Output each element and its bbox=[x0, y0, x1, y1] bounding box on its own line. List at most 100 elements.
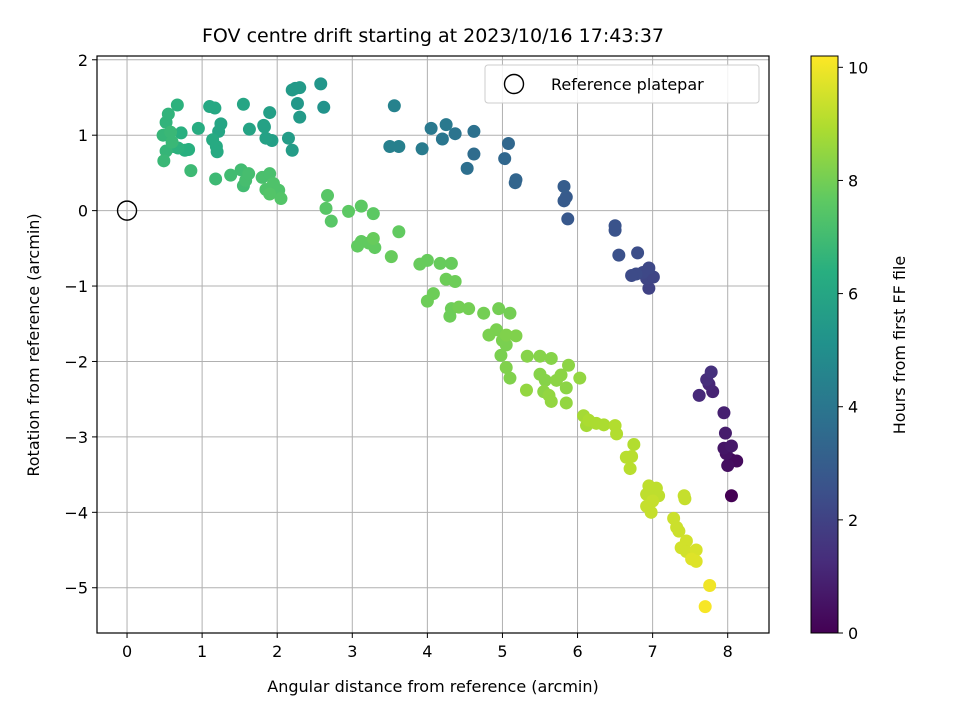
scatter-point bbox=[610, 427, 624, 441]
scatter-point bbox=[642, 281, 656, 295]
x-tick-label: 4 bbox=[422, 642, 432, 661]
scatter-point bbox=[285, 83, 299, 97]
scatter-point bbox=[559, 396, 573, 410]
scatter-point bbox=[559, 190, 573, 204]
colorbar: 0 2 4 6 8 10 Hours from first FF file bbox=[810, 55, 909, 643]
scatter-point bbox=[321, 189, 335, 203]
scatter-point bbox=[721, 459, 735, 473]
legend-label: Reference platepar bbox=[551, 75, 704, 94]
scatter-point bbox=[477, 306, 491, 320]
scatter-point bbox=[317, 100, 331, 114]
scatter-point bbox=[281, 131, 295, 145]
scatter-point bbox=[184, 164, 198, 178]
grid bbox=[97, 56, 769, 633]
scatter-point bbox=[608, 219, 622, 233]
scatter-point bbox=[467, 124, 481, 138]
scatter-point bbox=[236, 97, 250, 111]
scatter-point bbox=[290, 97, 304, 111]
scatter-point bbox=[544, 351, 558, 365]
scatter-point bbox=[420, 253, 434, 267]
scatter-point bbox=[263, 187, 277, 201]
y-tick-label: 0 bbox=[78, 202, 88, 221]
scatter-point bbox=[533, 349, 547, 363]
scatter-point bbox=[366, 207, 380, 221]
scatter-point bbox=[557, 179, 571, 193]
y-axis-label: Rotation from reference (arcmin) bbox=[24, 213, 43, 476]
scatter-point bbox=[612, 248, 626, 262]
scatter-point bbox=[319, 201, 333, 215]
scatter-point bbox=[717, 406, 731, 420]
scatter-point bbox=[627, 437, 641, 451]
scatter-point bbox=[494, 348, 508, 362]
scatter-point bbox=[519, 383, 533, 397]
scatter-point bbox=[520, 349, 534, 363]
scatter-point bbox=[692, 388, 706, 402]
scatter-point bbox=[462, 302, 476, 316]
colorbar-tick-label: 6 bbox=[848, 285, 858, 304]
scatter-point bbox=[387, 99, 401, 113]
y-axis-ticks: −5 −4 −3 −2 −1 0 1 2 bbox=[64, 51, 97, 598]
scatter-point bbox=[324, 214, 338, 228]
legend: Reference platepar bbox=[484, 64, 760, 104]
scatter-point bbox=[242, 122, 256, 136]
scatter-point bbox=[210, 145, 224, 159]
colorbar-tick-label: 4 bbox=[848, 398, 858, 417]
scatter-point bbox=[209, 172, 223, 186]
plot-area-frame bbox=[96, 55, 770, 634]
y-tick-label: −4 bbox=[64, 503, 88, 522]
scatter-point bbox=[573, 371, 587, 385]
scatter-point bbox=[703, 578, 717, 592]
colorbar-label: Hours from first FF file bbox=[890, 256, 909, 435]
scatter-point bbox=[623, 462, 637, 476]
scatter-point bbox=[285, 143, 299, 157]
x-axis-ticks: 0 1 2 3 4 5 6 7 8 bbox=[122, 633, 733, 661]
y-tick-label: −1 bbox=[64, 277, 88, 296]
scatter-point bbox=[678, 492, 692, 506]
scatter-point bbox=[257, 120, 271, 134]
scatter-point bbox=[698, 600, 712, 614]
scatter-point bbox=[704, 365, 718, 379]
scatter-point bbox=[448, 127, 462, 141]
scatter-point bbox=[724, 489, 738, 503]
scatter-point bbox=[354, 199, 368, 213]
x-tick-label: 1 bbox=[197, 642, 207, 661]
y-tick-label: 1 bbox=[78, 126, 88, 145]
scatter-point bbox=[392, 225, 406, 239]
scatter-point bbox=[544, 394, 558, 408]
scatter-point bbox=[724, 439, 738, 453]
colorbar-tick-label: 0 bbox=[848, 624, 858, 643]
reference-platepar-marker bbox=[116, 200, 138, 221]
scatter-point bbox=[274, 192, 288, 206]
legend-marker-icon bbox=[503, 73, 525, 95]
scatter-point bbox=[625, 268, 639, 282]
x-tick-label: 3 bbox=[347, 642, 357, 661]
scatter-point bbox=[439, 118, 453, 132]
scatter-point bbox=[499, 338, 513, 352]
scatter-point bbox=[342, 204, 356, 218]
scatter-point bbox=[444, 256, 458, 270]
scatter-point bbox=[314, 77, 328, 91]
scatter-point bbox=[384, 250, 398, 264]
colorbar-ticks: 0 2 4 6 8 10 bbox=[838, 58, 868, 643]
scatter-point bbox=[467, 147, 481, 161]
x-tick-label: 2 bbox=[272, 642, 282, 661]
colorbar-tick-label: 2 bbox=[848, 511, 858, 530]
scatter-point bbox=[562, 358, 576, 372]
x-tick-label: 7 bbox=[648, 642, 658, 661]
scatter-point bbox=[625, 450, 639, 464]
scatter-point bbox=[644, 505, 658, 519]
scatter-point bbox=[642, 261, 656, 275]
scatter-point bbox=[161, 107, 175, 121]
scatter-point bbox=[489, 323, 503, 337]
scatter-point bbox=[499, 328, 513, 342]
scatter-point bbox=[435, 132, 449, 146]
scatter-point bbox=[509, 173, 523, 187]
scatter-point bbox=[263, 167, 277, 181]
scatter-point bbox=[224, 168, 238, 182]
colorbar-tick-label: 8 bbox=[848, 171, 858, 190]
scatter-point bbox=[191, 121, 205, 135]
scatter-point bbox=[499, 361, 513, 375]
y-tick-label: −2 bbox=[64, 352, 88, 371]
scatter-point bbox=[165, 135, 179, 149]
